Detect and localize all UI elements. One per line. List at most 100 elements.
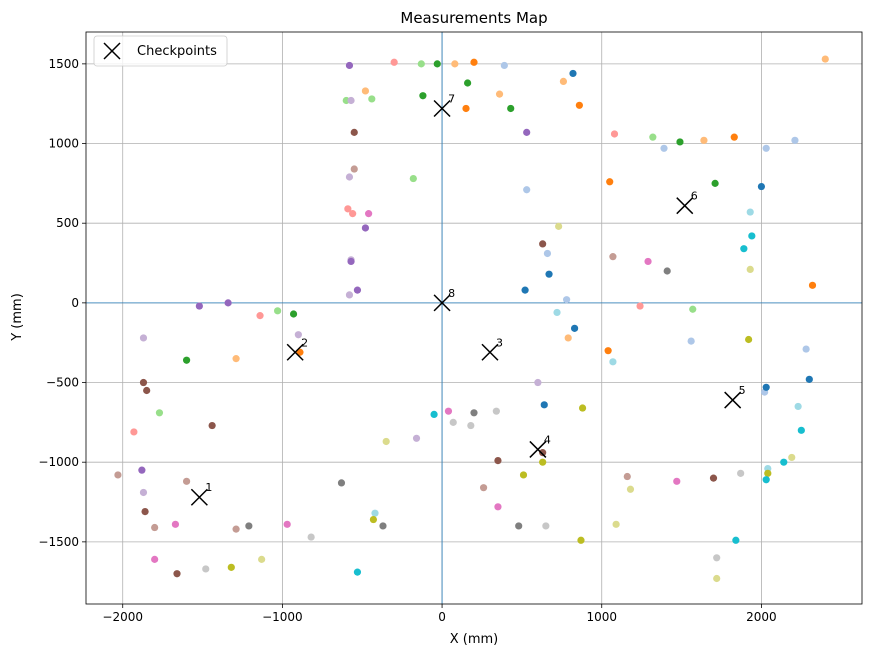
measurement-point xyxy=(171,520,180,528)
measurement-point xyxy=(296,348,304,356)
checkpoint-label: 3 xyxy=(496,336,503,349)
measurement-point xyxy=(730,133,738,141)
measurement-point xyxy=(689,305,697,313)
measurement-point xyxy=(746,265,754,274)
x-tick-label: 2000 xyxy=(746,610,777,624)
checkpoint-label: 4 xyxy=(544,433,551,446)
checkpoint-label: 7 xyxy=(448,92,455,105)
measurement-point xyxy=(143,386,151,395)
measurement-point xyxy=(644,257,652,266)
measurement-point xyxy=(534,378,542,387)
measurement-point xyxy=(495,90,504,98)
measurement-point xyxy=(155,409,164,417)
measurement-point xyxy=(430,410,438,418)
y-tick-label: 1500 xyxy=(48,57,79,71)
axis-ticks: −2000 −1000 0 1000 2000 −1500 −1000 −500 0 500 100… xyxy=(38,57,776,624)
checkpoint-marker-x-icon xyxy=(481,343,499,361)
measurement-point xyxy=(182,356,191,364)
measurement-point xyxy=(764,469,772,477)
measurement-point xyxy=(543,249,552,258)
measurement-point xyxy=(740,245,748,253)
x-tick-label: −2000 xyxy=(102,610,143,624)
measurement-point xyxy=(130,428,138,436)
y-tick-label: −1000 xyxy=(38,455,79,469)
measurement-point xyxy=(274,307,282,315)
measurement-point xyxy=(507,104,515,113)
measurement-point xyxy=(412,434,421,442)
measurement-point xyxy=(151,523,159,532)
measurement-point xyxy=(737,469,745,477)
y-axis-label: Y (mm) xyxy=(10,293,25,342)
measurement-point xyxy=(805,375,813,383)
measurement-point xyxy=(419,92,427,100)
measurement-point xyxy=(663,267,671,275)
measurement-points xyxy=(114,55,829,583)
y-tick-label: −1500 xyxy=(38,535,79,549)
x-tick-label: 1000 xyxy=(586,610,617,624)
measurement-point xyxy=(232,525,240,533)
measurement-point xyxy=(182,477,191,485)
measurement-point xyxy=(151,555,159,563)
measurement-point xyxy=(757,182,766,191)
measurement-point xyxy=(227,563,235,571)
measurement-point xyxy=(626,485,635,493)
measurement-point xyxy=(746,208,754,216)
measurement-point xyxy=(371,509,379,517)
plot-frame xyxy=(85,31,863,605)
chart-title: Measurements Map xyxy=(400,9,547,27)
measurement-point xyxy=(649,133,657,141)
measurement-point xyxy=(138,466,146,474)
measurement-point xyxy=(245,522,253,530)
measurement-point xyxy=(553,308,561,317)
measurement-point xyxy=(353,286,362,294)
checkpoint-marker-x-icon xyxy=(433,99,451,118)
measurement-point xyxy=(337,479,346,487)
measurement-point xyxy=(523,128,531,136)
measurement-point xyxy=(610,130,619,138)
measurement-point xyxy=(687,337,695,345)
checkpoint-marker-x-icon xyxy=(286,343,304,361)
legend: Checkpoints xyxy=(93,35,228,67)
measurement-point xyxy=(636,302,644,310)
checkpoint-stroke xyxy=(529,440,547,458)
measurement-point xyxy=(449,418,457,426)
measurement-point xyxy=(494,457,502,465)
measurement-point xyxy=(623,472,631,481)
measurement-point xyxy=(713,574,721,583)
measurement-point xyxy=(139,334,148,342)
measurement-point xyxy=(409,174,417,183)
measurement-point xyxy=(470,409,478,417)
measurement-point xyxy=(732,536,740,544)
measurement-point xyxy=(542,522,550,530)
measurement-point xyxy=(515,522,523,530)
measurement-point xyxy=(606,178,614,186)
measurement-point xyxy=(451,60,459,68)
measurement-point xyxy=(563,296,571,304)
measurement-point xyxy=(794,402,802,411)
measurement-point xyxy=(745,335,753,344)
measurement-point xyxy=(114,471,122,479)
measurement-point xyxy=(350,165,358,173)
measurement-point xyxy=(780,458,788,466)
measurement-point xyxy=(539,240,547,248)
measurement-point xyxy=(808,281,817,289)
measurement-point xyxy=(676,138,684,146)
measurement-point xyxy=(258,555,266,563)
measurement-point xyxy=(369,515,378,524)
x-tick-label: 0 xyxy=(438,610,446,624)
measurement-point xyxy=(202,565,210,573)
measurement-point xyxy=(578,404,587,412)
checkpoint-label: 6 xyxy=(691,190,698,203)
measurement-point xyxy=(208,421,216,430)
measurement-point xyxy=(283,520,291,528)
checkpoint-marker-x-icon xyxy=(676,197,694,215)
measurement-point xyxy=(479,484,488,492)
measurement-point xyxy=(700,136,708,144)
checkpoint-stroke xyxy=(286,343,304,361)
measurement-point xyxy=(539,458,547,466)
measurement-point xyxy=(797,426,805,434)
checkpoint-stroke xyxy=(433,99,451,118)
measurement-point xyxy=(802,345,810,353)
reference-lines xyxy=(86,32,862,604)
